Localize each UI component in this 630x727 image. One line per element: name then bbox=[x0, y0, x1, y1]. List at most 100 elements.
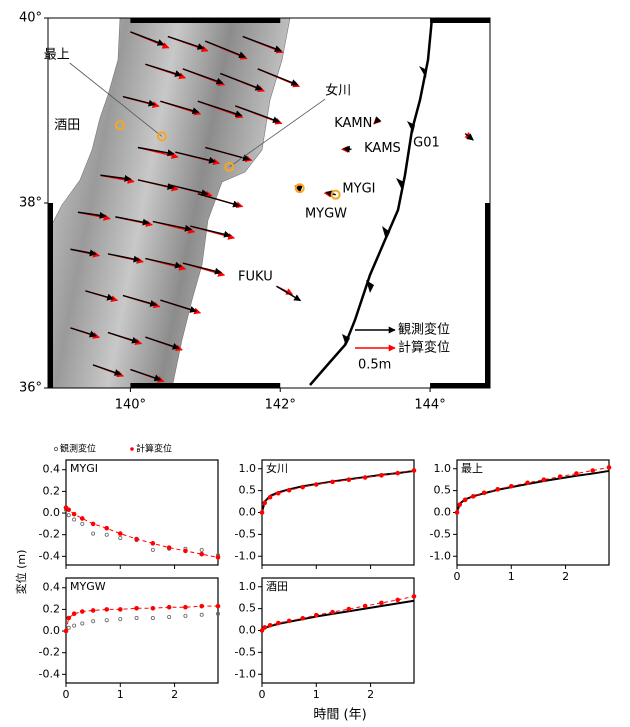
observed-vector bbox=[167, 183, 209, 197]
observed-vector bbox=[167, 35, 205, 50]
data-point bbox=[150, 541, 156, 546]
data-point bbox=[590, 468, 596, 473]
data-point bbox=[411, 468, 417, 473]
data-point bbox=[300, 615, 306, 621]
trench bbox=[309, 17, 434, 386]
data-point bbox=[134, 536, 139, 542]
y-tick-label: -0.2 bbox=[39, 528, 60, 541]
data-point bbox=[275, 620, 281, 626]
data-point bbox=[454, 510, 460, 515]
frame-bar bbox=[430, 383, 490, 388]
observed-vector bbox=[182, 262, 222, 275]
data-point bbox=[411, 594, 417, 599]
observed-vector bbox=[342, 145, 352, 153]
x-axis-label: 時間 (年) bbox=[313, 708, 366, 723]
y-tick-label: -0.4 bbox=[39, 667, 60, 680]
data-point bbox=[525, 480, 530, 486]
panel-title: MYGW bbox=[70, 580, 106, 593]
y-tick-label: 1.0 bbox=[239, 580, 257, 593]
panel-frame bbox=[65, 577, 219, 684]
observed-vector bbox=[175, 151, 217, 164]
frame-bar bbox=[130, 18, 281, 23]
y-tick-label: -1.0 bbox=[235, 549, 256, 562]
data-point bbox=[80, 521, 85, 526]
y-tick-label: 0.0 bbox=[43, 506, 61, 519]
data-point bbox=[80, 621, 85, 626]
observed-vector bbox=[122, 294, 158, 307]
data-point bbox=[275, 490, 281, 496]
x-tick-label: 0 bbox=[63, 688, 70, 701]
data-point bbox=[66, 507, 72, 513]
y-tick-label: 0.4 bbox=[43, 463, 61, 476]
observed-vector bbox=[197, 193, 241, 208]
data-point bbox=[495, 487, 501, 492]
y-tick-label: -1.0 bbox=[235, 667, 256, 680]
y-tick-label: -0.2 bbox=[39, 646, 60, 659]
y-tick-label: 0.2 bbox=[43, 484, 61, 497]
y-tick-label: 0.0 bbox=[239, 506, 257, 519]
leader-line bbox=[69, 62, 163, 137]
y-tick-label: 0.4 bbox=[43, 581, 61, 594]
data-point bbox=[286, 487, 292, 493]
frame-bar bbox=[485, 203, 490, 388]
data-point bbox=[215, 555, 221, 560]
frame-bar bbox=[130, 383, 281, 388]
site-marker bbox=[294, 183, 305, 194]
x-tick-label: 2 bbox=[562, 570, 569, 583]
data-point bbox=[79, 609, 85, 614]
data-point bbox=[150, 616, 155, 621]
data-point bbox=[90, 608, 96, 613]
data-point bbox=[166, 545, 172, 550]
data-point bbox=[462, 497, 468, 503]
data-point bbox=[118, 617, 123, 622]
data-point bbox=[90, 521, 96, 527]
observed-vector bbox=[257, 68, 299, 86]
site-marker bbox=[156, 131, 167, 142]
panel-frame bbox=[65, 459, 219, 566]
y-tick-label: 0.5 bbox=[239, 602, 257, 615]
observed-vector bbox=[160, 299, 198, 313]
site-label: KAMS bbox=[364, 141, 401, 156]
legend-computed-label: 計算変位 bbox=[398, 340, 450, 356]
observed-vector bbox=[152, 220, 192, 232]
x-tick-label: 0 bbox=[259, 688, 266, 701]
data-point bbox=[63, 628, 69, 634]
x-tick-label: 2 bbox=[171, 688, 178, 701]
data-point bbox=[167, 614, 172, 619]
data-point bbox=[259, 510, 265, 515]
x-tick-label: 140° bbox=[115, 398, 146, 413]
data-point bbox=[183, 613, 188, 618]
y-tick-label: 0.0 bbox=[43, 624, 61, 637]
observed-vector bbox=[107, 253, 141, 263]
observed-vector bbox=[145, 257, 183, 269]
panel-title: 最上 bbox=[461, 462, 483, 475]
legend-observed-marker bbox=[53, 446, 59, 452]
data-point bbox=[91, 531, 96, 536]
panel-frame bbox=[261, 577, 415, 684]
data-point bbox=[330, 479, 335, 485]
panel-frame bbox=[456, 459, 610, 566]
data-point bbox=[71, 511, 77, 517]
y-tick-label: -1.0 bbox=[430, 549, 451, 562]
x-tick-label: 1 bbox=[508, 570, 515, 583]
data-point bbox=[470, 494, 476, 499]
data-point bbox=[574, 471, 579, 476]
data-point bbox=[117, 531, 123, 536]
panel-frame bbox=[261, 459, 415, 566]
data-point bbox=[183, 548, 188, 554]
panel-title: 酒田 bbox=[266, 580, 288, 593]
site-label: KAMN bbox=[334, 116, 372, 131]
y-tick-label: 1.0 bbox=[434, 462, 452, 475]
data-point bbox=[66, 615, 72, 621]
observed-vector bbox=[197, 100, 243, 118]
site-label: 酒田 bbox=[54, 118, 80, 133]
data-point bbox=[104, 618, 109, 623]
data-point bbox=[72, 623, 77, 628]
legend-observed: 観測変位 bbox=[60, 443, 96, 455]
x-tick-label: 0 bbox=[454, 570, 461, 583]
panel-title: MYGI bbox=[70, 462, 98, 475]
data-point bbox=[481, 490, 487, 496]
data-point bbox=[379, 473, 384, 478]
site-label: 女川 bbox=[325, 83, 351, 99]
